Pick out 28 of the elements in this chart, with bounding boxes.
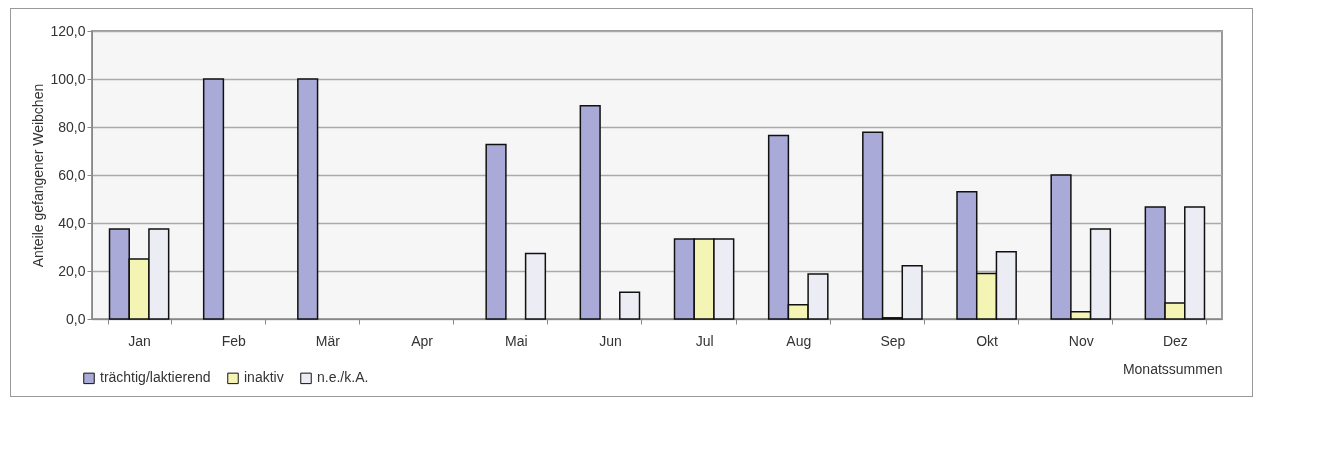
y-tick-label: 120,0 [50,22,86,39]
x-tick-label: Aug [786,332,812,349]
x-tick-label: Dez [1162,332,1188,349]
bar [297,78,319,320]
y-tick-label: 20,0 [58,262,86,279]
x-tick-label: Jan [128,332,151,349]
x-tick-label: Mai [504,332,528,349]
y-tick-label: 40,0 [58,214,86,231]
x-tick-label: Mär [315,332,341,349]
y-tick-label: 0,0 [66,310,86,327]
y-axis-title: Anteile gefangener Weibchen [30,83,47,268]
x-tick-label: Apr [411,332,434,349]
x-tick-label: Okt [976,332,999,349]
x-axis-title: Monatssummen [1122,360,1223,377]
y-tick-label: 80,0 [58,118,86,135]
bar [202,78,225,320]
y-tick-label: 60,0 [58,166,86,183]
bar [485,143,507,320]
legend-label: n.e./k.A. [317,369,369,386]
x-tick-label: Jun [599,332,622,349]
x-tick-label: Nov [1068,332,1094,349]
legend-label: trächtig/laktierend [100,369,211,386]
legend-label: inaktiv [244,369,284,386]
y-tick-label: 100,0 [50,70,86,87]
x-tick-label: Sep [880,332,906,349]
x-tick-label: Jul [695,332,714,349]
bar [579,104,601,320]
x-tick-label: Feb [221,332,247,349]
